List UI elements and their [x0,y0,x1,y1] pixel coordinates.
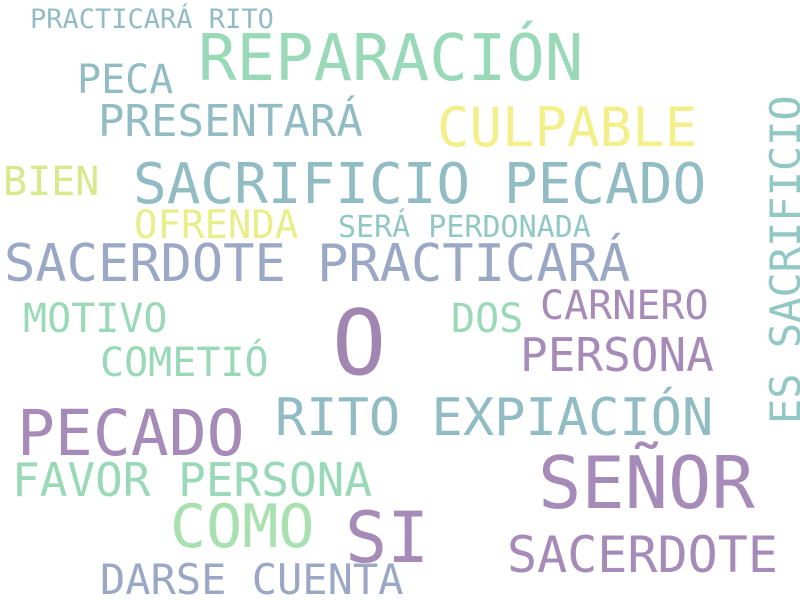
word-darse-cuenta: DARSE CUENTA [100,555,404,600]
word-cometio: COMETIÓ [100,340,269,386]
word-es-sacrificio: ES SACRIFICIO [761,95,800,424]
word-peca: PECA [77,57,174,103]
word-sacrificio-pecado: SACRIFICIO PECADO [133,152,707,217]
word-ofrenda: OFRENDA [134,203,299,248]
word-como: COMO [170,492,315,562]
word-persona: PERSONA [520,328,714,382]
word-reparacion: REPARACIÓN [198,22,584,96]
word-o: O [332,291,387,396]
word-si: SI [345,497,430,579]
word-bien: BIEN [3,159,100,205]
word-carnero: CARNERO [540,283,709,329]
word-pecado: PECADO [17,397,245,470]
word-practicara-rito: PRACTICARÁ RITO [30,4,274,35]
word-culpable: CULPABLE [437,96,698,159]
word-rito-expiacion: RITO EXPIACIÓN [275,388,714,448]
word-sacerdote-practicara: SACERDOTE PRACTICARÁ [4,234,631,294]
word-sacerdote: SACERDOTE [507,526,778,584]
word-senor: SEÑOR [538,441,755,525]
word-dos: DOS [451,296,524,342]
word-motivo: MOTIVO [23,296,168,342]
word-presentara: PRESENTARÁ [98,96,363,147]
word-favor-persona: FAVOR PERSONA [12,453,373,507]
word-sera-perdonada: SERÁ PERDONADA [338,210,591,245]
